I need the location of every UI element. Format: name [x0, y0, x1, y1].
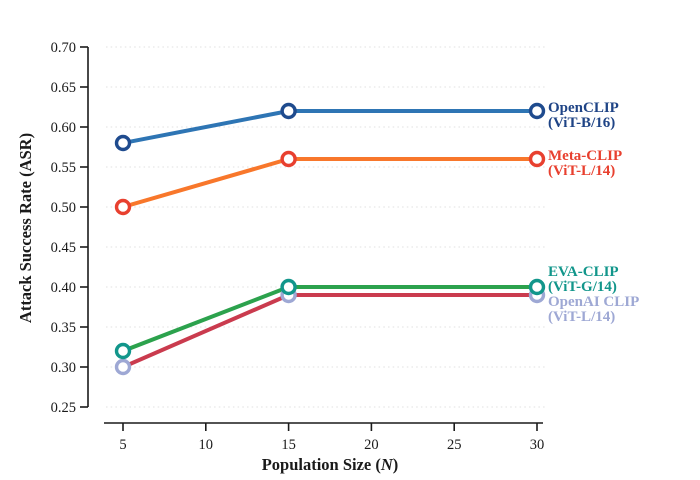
data-point-marker-2 [114, 342, 132, 360]
y-tick-label: 0.25 [51, 400, 76, 416]
data-point-marker-0 [528, 102, 546, 120]
data-point-marker-1 [528, 150, 546, 168]
x-axis-title: Population Size (N) [262, 455, 399, 474]
x-tick-label: 5 [119, 437, 126, 453]
series-line-0 [122, 109, 537, 145]
x-tick-label: 10 [199, 437, 214, 453]
series-line-1 [122, 157, 537, 209]
data-point-marker-1 [280, 150, 297, 168]
y-tick-label: 0.50 [51, 200, 76, 216]
data-point-marker-2 [528, 278, 546, 296]
y-tick-label: 0.60 [51, 120, 76, 136]
y-tick-label: 0.40 [51, 280, 76, 296]
series-label-1: Meta-CLIP (ViT-L/14) [548, 148, 622, 179]
data-point-marker-2 [280, 278, 297, 296]
y-tick-label: 0.35 [51, 320, 76, 336]
data-point-marker-3 [114, 358, 132, 376]
y-tick-label: 0.70 [51, 40, 76, 56]
y-tick-label: 0.55 [51, 160, 76, 176]
series-label-0: OpenCLIP (ViT-B/16) [548, 100, 619, 131]
series-label-3: OpenAI CLIP (ViT-L/14) [548, 294, 639, 325]
x-tick-label: 20 [364, 437, 379, 453]
y-tick-label: 0.30 [51, 360, 76, 376]
y-axis-title: Attack Success Rate (ASR) [16, 133, 35, 323]
x-tick-label: 30 [530, 437, 545, 453]
x-tick-label: 15 [281, 437, 296, 453]
data-point-marker-1 [114, 198, 132, 216]
data-point-marker-0 [280, 102, 297, 120]
series-label-2: EVA-CLIP (ViT-G/14) [548, 264, 619, 295]
data-point-marker-0 [114, 134, 132, 152]
series-line-3 [122, 293, 537, 369]
y-tick-label: 0.65 [51, 80, 76, 96]
x-tick-label: 25 [447, 437, 462, 453]
y-tick-label: 0.45 [51, 240, 76, 256]
